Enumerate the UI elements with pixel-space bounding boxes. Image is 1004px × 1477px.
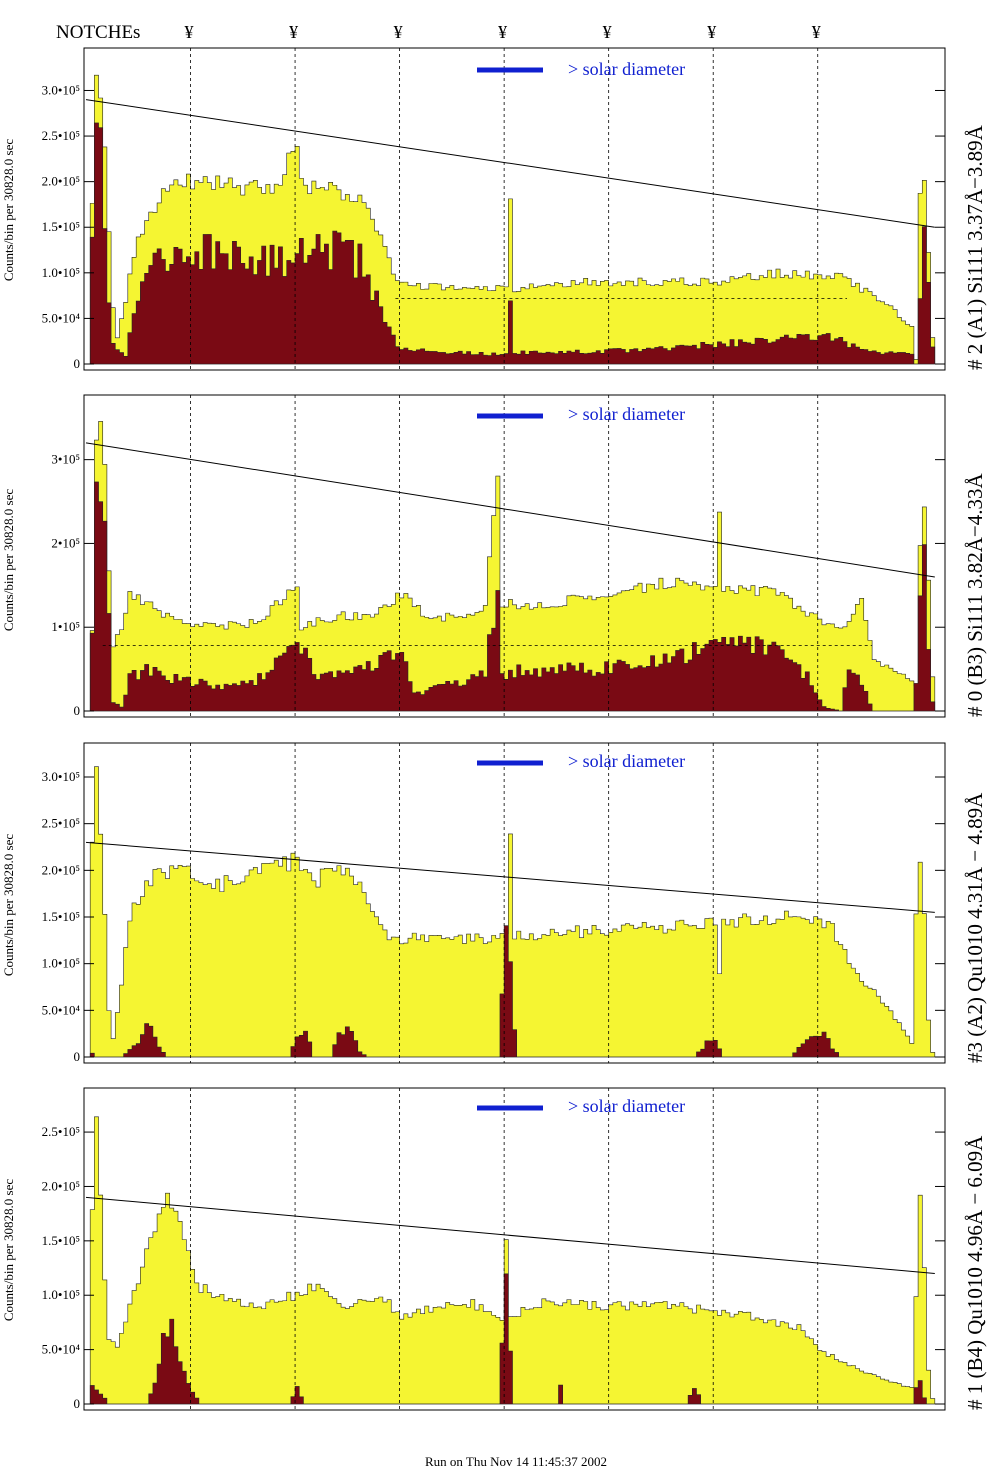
solar-line xyxy=(85,99,935,228)
footer-run-text: Run on Thu Nov 14 11:45:37 2002 xyxy=(425,1454,607,1469)
notch-symbol: ¥ xyxy=(289,22,298,42)
panel-title: # 1 (B4) Qu1010 4.96Å − 6.09Å xyxy=(963,1135,987,1410)
series-total xyxy=(86,1116,939,1405)
series-solar xyxy=(86,925,939,1058)
y-tick-label: 0 xyxy=(74,1396,81,1411)
notch-symbol: ¥ xyxy=(812,22,821,42)
y-tick-label: 1•10⁵ xyxy=(51,619,80,634)
y-tick-label: 1.5•10⁵ xyxy=(42,219,80,234)
solar-line xyxy=(85,841,935,913)
y-tick-label: 2•10⁵ xyxy=(51,535,80,550)
series-solar xyxy=(86,481,939,712)
legend-text: > solar diameter xyxy=(568,59,685,79)
y-tick-label: 2.0•10⁵ xyxy=(42,862,80,877)
panel-title: # 0 (B3) Si111 3.82Å−4.33Å xyxy=(963,473,987,717)
series-total xyxy=(86,766,939,1058)
plot-frame xyxy=(83,742,946,1064)
panels: 0 5.0•10⁴ 1.0•10⁵ 1.5•10⁵ 2.0•10⁵ 2.5•10⁵ 3.0•… xyxy=(1,47,987,1411)
y-tick-label: 5.0•10⁴ xyxy=(42,1002,81,1017)
y-tick-label: 2.5•10⁵ xyxy=(42,816,80,831)
legend-text: > solar diameter xyxy=(568,1096,685,1116)
y-tick-label: 2.0•10⁵ xyxy=(42,174,80,189)
y-tick-label: 1.5•10⁵ xyxy=(42,909,80,924)
notch-symbol: ¥ xyxy=(185,22,194,42)
solar-line xyxy=(85,442,935,578)
notch-symbols: ¥ ¥ ¥ ¥ ¥ ¥ ¥ xyxy=(185,22,821,42)
chart-panel-panel-a1: 0 5.0•10⁴ 1.0•10⁵ 1.5•10⁵ 2.0•10⁵ 2.5•10⁵ 3.0•… xyxy=(1,47,987,371)
y-tick-label: 1.0•10⁵ xyxy=(42,265,80,280)
y-tick-label: 5.0•10⁴ xyxy=(42,310,81,325)
series-solar xyxy=(86,122,939,365)
y-tick-label: 2.0•10⁵ xyxy=(42,1178,80,1193)
y-tick-label: 2.5•10⁵ xyxy=(42,1124,80,1139)
plot-frame xyxy=(83,394,946,718)
y-tick-label: 1.0•10⁵ xyxy=(42,956,80,971)
panel-title: #3 (A2) Qu1010 4.31Å − 4.89Å xyxy=(963,792,987,1063)
y-tick-label: 0 xyxy=(74,356,81,371)
chart-panel-panel-a2: 0 5.0•10⁴ 1.0•10⁵ 1.5•10⁵ 2.0•10⁵ 2.5•10⁵ 3.0•… xyxy=(1,742,987,1064)
y-tick-label: 3•10⁵ xyxy=(51,452,80,467)
notches-label: NOTCHEs xyxy=(56,22,140,43)
y-tick-label: 0 xyxy=(74,703,81,718)
panel-title: # 2 (A1) Si111 3.37Å−3.89Å xyxy=(963,124,987,370)
y-axis-label: Counts/bin per 30828.0 sec xyxy=(1,1179,16,1321)
solar-line xyxy=(85,1196,935,1274)
y-axis-label: Counts/bin per 30828.0 sec xyxy=(1,139,16,281)
notch-symbol: ¥ xyxy=(707,22,716,42)
notch-symbol: ¥ xyxy=(394,22,403,42)
chart-panel-panel-b4: 0 5.0•10⁴ 1.0•10⁵ 1.5•10⁵ 2.0•10⁵ 2.5•10⁵ Coun… xyxy=(1,1087,987,1411)
legend-text: > solar diameter xyxy=(568,751,685,771)
legend-text: > solar diameter xyxy=(568,404,685,424)
y-axis-label: Counts/bin per 30828.0 sec xyxy=(1,834,16,976)
y-axis-label: Counts/bin per 30828.0 sec xyxy=(1,489,16,631)
y-tick-label: 1.0•10⁵ xyxy=(42,1287,80,1302)
y-tick-label: 0 xyxy=(74,1049,81,1064)
plot-frame xyxy=(83,47,946,371)
notch-symbol: ¥ xyxy=(603,22,612,42)
y-tick-label: 2.5•10⁵ xyxy=(42,128,80,143)
notch-symbol: ¥ xyxy=(498,22,507,42)
y-tick-label: 1.5•10⁵ xyxy=(42,1233,80,1248)
y-tick-label: 3.0•10⁵ xyxy=(42,82,80,97)
y-tick-label: 5.0•10⁴ xyxy=(42,1342,81,1357)
y-tick-label: 3.0•10⁵ xyxy=(42,769,80,784)
chart-panel-panel-b3: 0 1•10⁵ 2•10⁵ 3•10⁵ Counts/bin per 30828.0 s… xyxy=(1,394,987,718)
plot-frame xyxy=(83,1087,946,1411)
